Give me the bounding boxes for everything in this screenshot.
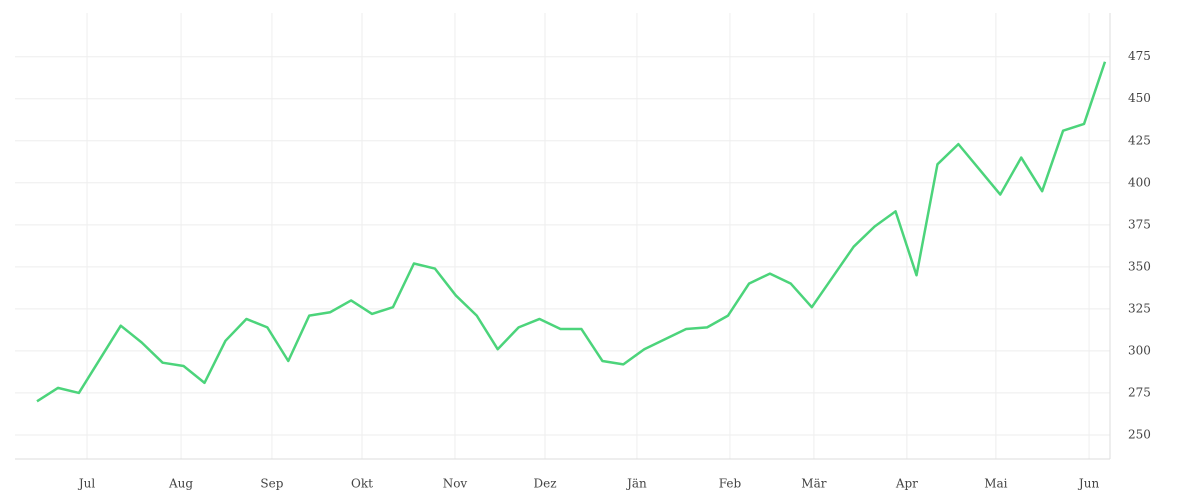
x-tick-label: Jun [1077,477,1100,491]
y-tick-label: 375 [1128,217,1151,231]
x-tick-label: Aug [168,477,193,491]
x-tick-label: Feb [719,477,742,491]
line-series [36,61,1107,403]
x-tick-label: Mär [801,477,826,491]
x-tick-label: Sep [260,477,283,491]
x-tick-label: Okt [351,477,373,491]
y-tick-label: 400 [1128,175,1151,189]
x-tick-label: Mai [984,477,1007,491]
y-tick-label: 300 [1128,343,1151,357]
y-tick-label: 450 [1128,91,1151,105]
x-tick-label: Jul [77,477,96,491]
y-tick-label: 325 [1128,301,1151,315]
x-tick-label: Jän [625,477,647,491]
y-tick-label: 425 [1128,133,1151,147]
x-tick-label: Apr [895,477,918,491]
y-tick-label: 275 [1128,385,1151,399]
x-tick-label: Dez [533,477,556,491]
x-tick-label: Nov [443,477,468,491]
y-tick-label: 475 [1128,49,1151,63]
y-tick-label: 350 [1128,259,1151,273]
y-tick-label: 250 [1128,427,1151,441]
